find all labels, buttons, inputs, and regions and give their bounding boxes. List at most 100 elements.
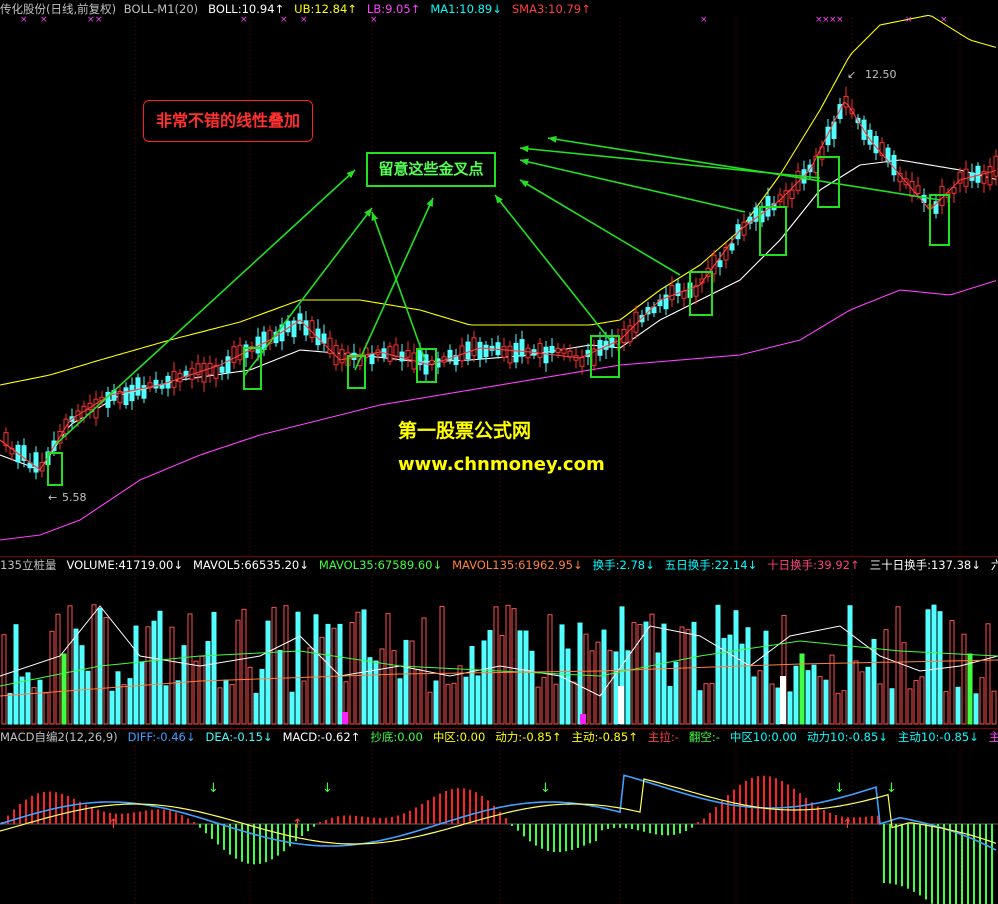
candle [147, 382, 153, 389]
volume-chart-panel[interactable]: 135立桩量 VOLUME:41719.00↓ MAVOL5:66535.20↓ MA… [0, 556, 998, 728]
panel-divider [0, 728, 998, 729]
volume-bar [241, 608, 247, 725]
candle [315, 328, 321, 346]
high-arrow-icon: ↙ [847, 68, 857, 81]
volume-bar [979, 677, 985, 725]
macd-chart-canvas[interactable]: ↓ ↓ ↓ ↓ ↓ ↑ ↑ ↑ [0, 728, 998, 904]
volume-bar [151, 620, 157, 725]
signal-marker-icon: × [836, 15, 844, 25]
volume-bar [823, 679, 829, 725]
volume-bar [79, 645, 85, 725]
volume-bar [121, 684, 127, 725]
annotation-arrow [371, 211, 426, 361]
volume-bar [727, 634, 733, 725]
volume-bar [547, 614, 553, 725]
candle [129, 384, 135, 402]
candle [297, 313, 303, 324]
volume-bar [157, 610, 163, 725]
volume-bar [73, 628, 79, 725]
volume-bar [31, 687, 37, 725]
volume-chart-canvas[interactable] [0, 556, 998, 728]
volume-bar [763, 630, 769, 725]
signal-marker-icon: × [905, 15, 913, 25]
volume-bar [217, 687, 223, 725]
volume-bar [571, 681, 577, 725]
candle [483, 344, 489, 358]
indicator-value: 十日换手:39.92↑ [767, 558, 860, 572]
boll-indicator-header: 传化股份(日线,前复权) BOLL-M1(20) BOLL:10.94↑ UB:12… [0, 0, 998, 18]
arrow-head-icon [495, 195, 503, 204]
volume-bar [109, 690, 115, 725]
volume-bar [580, 714, 586, 724]
annotation-arrow [244, 207, 373, 376]
volume-bar [7, 693, 13, 725]
candle [33, 452, 39, 473]
candle [225, 356, 231, 374]
candle [933, 201, 939, 214]
volume-bar [739, 643, 745, 725]
arrow-head-icon [346, 170, 355, 179]
candle [495, 342, 501, 356]
volume-bar [973, 693, 979, 725]
golden-cross-box [929, 194, 950, 246]
volume-bar [715, 604, 721, 725]
indicator-value: MACD:-0.62↑ [282, 730, 361, 744]
volume-bar [199, 655, 205, 725]
arrow-head-icon [520, 180, 529, 188]
volume-bar [721, 638, 727, 725]
volume-bar [937, 611, 943, 725]
candle [837, 104, 843, 120]
candle [975, 165, 981, 183]
golden-cross-box [416, 348, 437, 383]
price-chart-canvas[interactable]: × × × × × × × × × × × × × × × [0, 0, 998, 556]
indicator-value: 五日换手:22.14↓ [664, 558, 758, 572]
annotation-arrow [354, 197, 434, 371]
volume-bar [517, 630, 523, 725]
mavol5-line [0, 605, 998, 697]
volume-bar [19, 676, 25, 725]
macd-indicator-header: MACD自编2(12,26,9) DIFF:-0.46↓ DEA:-0.15↓ MAC… [0, 728, 998, 746]
candle [561, 348, 567, 354]
indicator-value: MA1:10.89↓ [430, 2, 502, 16]
volume-bar [451, 682, 457, 725]
price-chart-panel[interactable]: × × × × × × × × × × × × × × × 传化股份(日线,前复权) BOLL-M1(20)… [0, 0, 998, 556]
volume-bar [871, 638, 877, 725]
volume-bar [67, 605, 73, 725]
volume-bar [535, 686, 541, 725]
volume-bar [769, 683, 775, 725]
volume-bar [139, 661, 145, 725]
volume-bar [583, 633, 589, 725]
signal-marker-icon: × [87, 15, 95, 25]
up-arrow-icon: ↑ [292, 817, 303, 832]
volume-bar [355, 611, 361, 725]
candle [729, 243, 735, 251]
indicator-value: UB:12.84↑ [294, 2, 357, 16]
golden-cross-box [347, 355, 366, 389]
volume-bar [553, 683, 559, 725]
volume-bar [925, 609, 931, 725]
candle [219, 366, 225, 373]
volume-bar [853, 660, 859, 725]
candle [501, 345, 507, 358]
volume-bar [877, 683, 883, 725]
panel-divider [0, 556, 998, 557]
candle [339, 349, 345, 364]
candle [951, 186, 957, 194]
volume-bar [943, 691, 949, 725]
signal-marker-icon: × [280, 15, 288, 25]
candle [363, 347, 369, 358]
volume-bar [895, 606, 901, 725]
volume-bar [493, 606, 499, 725]
low-arrow-icon: ← [48, 491, 58, 504]
volume-bar [463, 676, 469, 725]
annotation-arrow [547, 137, 941, 201]
indicator-value: BOLL:10.94↑ [208, 2, 285, 16]
candle [579, 356, 585, 367]
candle [417, 350, 423, 365]
volume-bar [745, 627, 751, 725]
low-price-label: 5.58 [62, 491, 87, 504]
macd-chart-panel[interactable]: ↓ ↓ ↓ ↓ ↓ ↑ ↑ ↑ MACD自编2(12,26,9) DIFF:-0.46↓ DEA:… [0, 728, 998, 904]
candle [153, 379, 159, 389]
volume-bar [799, 653, 805, 725]
arrow-head-icon [364, 208, 372, 217]
